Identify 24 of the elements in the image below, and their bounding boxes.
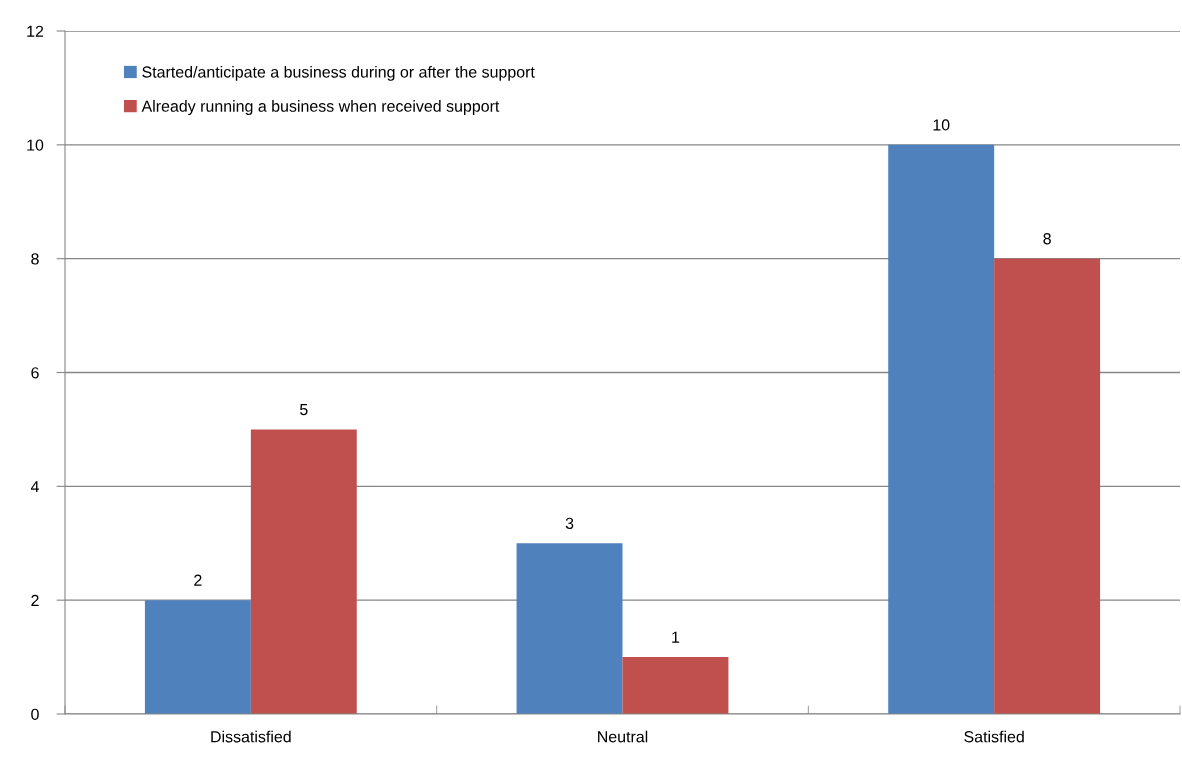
y-tick-label: 10 [27, 139, 44, 151]
bar [888, 144, 995, 714]
x-tick-label: Satisfied [964, 730, 1024, 743]
y-tick-label: 2 [31, 594, 39, 606]
y-tick-label: 12 [27, 25, 44, 37]
bar [144, 600, 251, 714]
x-tick-label: Dissatisfied [211, 730, 291, 743]
y-tick-label: 4 [30, 481, 39, 493]
bar [250, 429, 357, 714]
data-label: 3 [565, 517, 574, 529]
data-label: 10 [933, 119, 950, 131]
data-label: 8 [1043, 233, 1051, 245]
x-tick-label: Neutral [598, 730, 648, 743]
data-label: 5 [299, 404, 308, 416]
bar [516, 543, 623, 714]
bar [622, 657, 729, 714]
y-tick-label: 6 [31, 367, 39, 379]
data-label: 1 [672, 631, 680, 643]
y-tick-label: 0 [31, 708, 39, 720]
y-tick-label: 8 [31, 253, 39, 265]
bar [994, 258, 1101, 714]
data-label: 2 [194, 574, 202, 586]
legend-label: Started/anticipate a business during or after the support [142, 65, 535, 81]
legend-label: Already running a business when received support [141, 100, 500, 115]
